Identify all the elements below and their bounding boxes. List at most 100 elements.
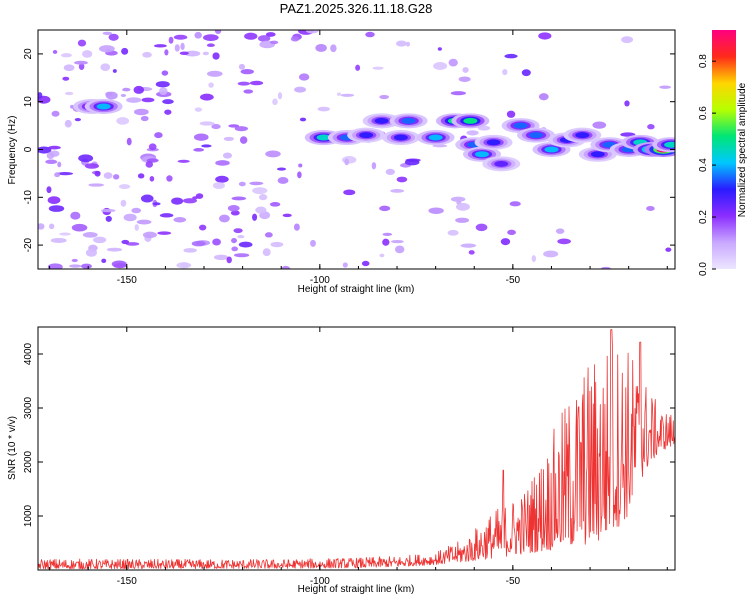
spectrogram-cell [382,232,393,236]
spectrogram-y-tick-label: 0 [23,146,34,152]
spectrogram-cell [168,36,174,44]
spectrogram-feature [517,127,556,143]
spectrogram-cell [184,50,201,57]
spectrogram-cell [102,31,113,36]
spectrogram-cell [390,189,405,193]
spectrogram-cell [543,250,559,258]
spectrogram-cell [166,175,173,182]
spectrogram-cell [297,171,302,179]
colorbar-label: Normalized spectral amplitude [737,82,748,217]
spectrogram-cell [149,176,155,182]
spectrogram-cell [231,246,239,252]
spectrogram-cell [455,202,470,211]
spectrogram-cell [179,51,189,55]
spectrogram-cell [193,148,205,152]
spectrogram-cell [88,183,104,187]
snr-y-tick-label: 4000 [23,342,34,365]
spectrogram-cell [182,198,197,204]
spectrogram-cell [46,152,55,159]
spectrogram-cell [466,130,479,136]
spectrogram-cell [264,232,273,238]
spectrogram-cell [249,181,264,186]
spectrogram-cell [191,240,206,247]
spectrogram-cell [344,158,350,166]
snr-y-axis-label: SNR (10 * v/v) [7,416,18,480]
colorbar: 0.0 0.2 0.4 0.6 0.8 Normalized spectral ampl… [698,30,748,276]
spectrogram-cell [159,213,174,218]
spectrogram-cell [462,67,469,73]
spectrogram-cell [269,40,279,45]
spectrogram-cell [646,206,655,211]
spectrogram-cell [557,238,571,245]
spectrogram-feature [474,134,513,150]
spectrogram-feature [84,98,123,114]
snr-y-ticks: 1000 2000 3000 4000 [23,342,675,527]
spectrogram-cell [226,256,232,264]
spectrogram-cell [432,144,448,148]
spectrogram-cell [80,263,92,269]
snr-x-ticks: -150 -100 -50 [49,327,668,587]
snr-series-line [38,329,675,570]
spectrogram-cell [270,241,284,248]
spectrogram-cell [99,45,115,53]
spectrogram-cell [60,53,72,58]
spectrogram-cell [290,36,300,42]
spectrogram-cell [50,237,67,243]
spectrogram-x-ticks: -150 -100 -50 [49,30,668,286]
spectrogram-cell [500,238,511,246]
snr-y-tick-label: 1000 [23,504,34,527]
colorbar-tick-label: 0.4 [698,158,709,172]
spectrogram-cell [450,196,466,202]
spectrogram-cell [206,43,215,48]
spectrogram-cell [113,174,120,180]
spectrogram-cell [228,124,240,128]
spectrogram-cell [116,117,130,125]
spectrogram-cell [162,99,174,105]
spectrogram-cell [164,109,172,115]
spectrogram-cell [52,50,58,54]
spectrogram-cell [299,117,307,122]
spectrogram-cell [262,248,271,257]
spectrogram-cell [460,243,477,248]
spectrogram-cell [336,92,342,96]
spectrogram-cell [161,70,169,76]
spectrogram-cell [133,85,145,94]
spectrogram-cell [152,202,161,206]
spectrogram-cell [71,258,78,263]
spectrogram-cell [206,70,223,77]
spectrogram-cell [106,247,123,252]
spectrogram-cell [140,115,149,122]
spectrogram-cell [164,49,169,56]
spectrogram-cell [105,91,118,100]
spectrogram-y-tick-label: 10 [23,96,34,108]
spectrogram-cell [237,235,245,239]
spectrogram-cell [78,63,85,71]
spectrogram-cell [315,44,327,52]
spectrogram-cell [428,207,444,214]
spectrogram-cell [154,44,167,48]
spectrogram-cell [592,121,607,129]
spectrogram-cell [82,50,93,58]
snr-x-tick-label: -50 [506,576,521,587]
spectrogram-cell [105,215,112,222]
spectrogram-cell [84,163,100,169]
spectrogram-cell [120,199,127,207]
spectrogram-cell [51,110,60,117]
spectrogram-cell [448,58,458,67]
spectrogram-cell [174,44,180,52]
spectrogram-cell [231,237,237,244]
spectrogram-cell [298,73,310,81]
spectrogram-cell [379,253,385,258]
spectrogram-cell [218,214,230,223]
spectrogram-feature [381,130,420,146]
spectrogram-cell [330,44,337,53]
spectrogram-cell [502,69,508,76]
spectrogram-cell [145,161,154,168]
spectrogram-x-tick-label: -50 [506,275,521,286]
spectrogram-cell [298,163,303,168]
spectrogram-cell [659,85,672,89]
spectrogram-cell [233,228,243,234]
spectrogram-cell [122,87,131,92]
spectrogram-cell [142,51,152,58]
spectrogram-cell [212,52,220,60]
